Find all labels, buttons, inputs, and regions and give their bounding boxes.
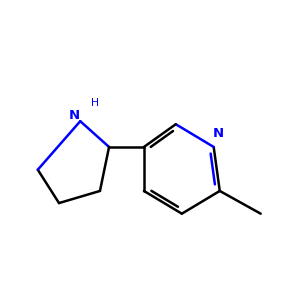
Text: N: N — [213, 127, 224, 140]
Text: H: H — [92, 98, 99, 108]
Text: N: N — [69, 109, 80, 122]
